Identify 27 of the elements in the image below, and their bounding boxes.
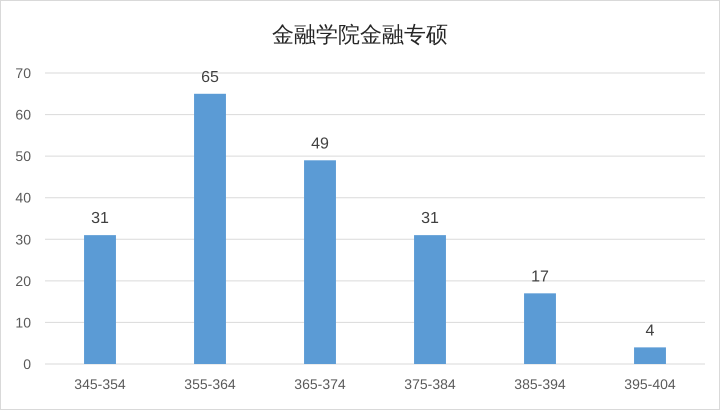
- y-tick-label: 0: [23, 356, 32, 372]
- y-tick-label: 60: [15, 106, 32, 123]
- y-tick-label: 20: [15, 272, 32, 289]
- y-tick-label: 70: [15, 65, 32, 81]
- data-label: 65: [201, 68, 219, 86]
- data-label: 31: [421, 210, 439, 228]
- y-tick-label: 30: [15, 231, 32, 248]
- bar: [634, 347, 666, 364]
- y-tick-label: 10: [15, 314, 32, 330]
- data-label: 49: [311, 135, 329, 152]
- x-tick-label: 355-364: [184, 376, 236, 392]
- y-tick-label: 40: [15, 190, 32, 206]
- x-tick-label: 365-374: [294, 376, 346, 392]
- data-label: 31: [91, 210, 109, 228]
- bar: [194, 94, 226, 364]
- bar: [524, 293, 556, 364]
- bar: [304, 160, 336, 364]
- data-label: 17: [531, 268, 549, 286]
- bar: [84, 235, 116, 364]
- x-tick-label: 345-354: [74, 376, 126, 392]
- bar: [414, 235, 446, 364]
- data-label: 4: [646, 322, 655, 340]
- chart-title: 金融学院金融专硕: [272, 23, 448, 48]
- x-tick-label: 385-394: [514, 376, 566, 392]
- y-tick-label: 50: [15, 148, 32, 164]
- x-tick-label: 375-384: [404, 376, 456, 392]
- x-tick-label: 395-404: [624, 376, 676, 392]
